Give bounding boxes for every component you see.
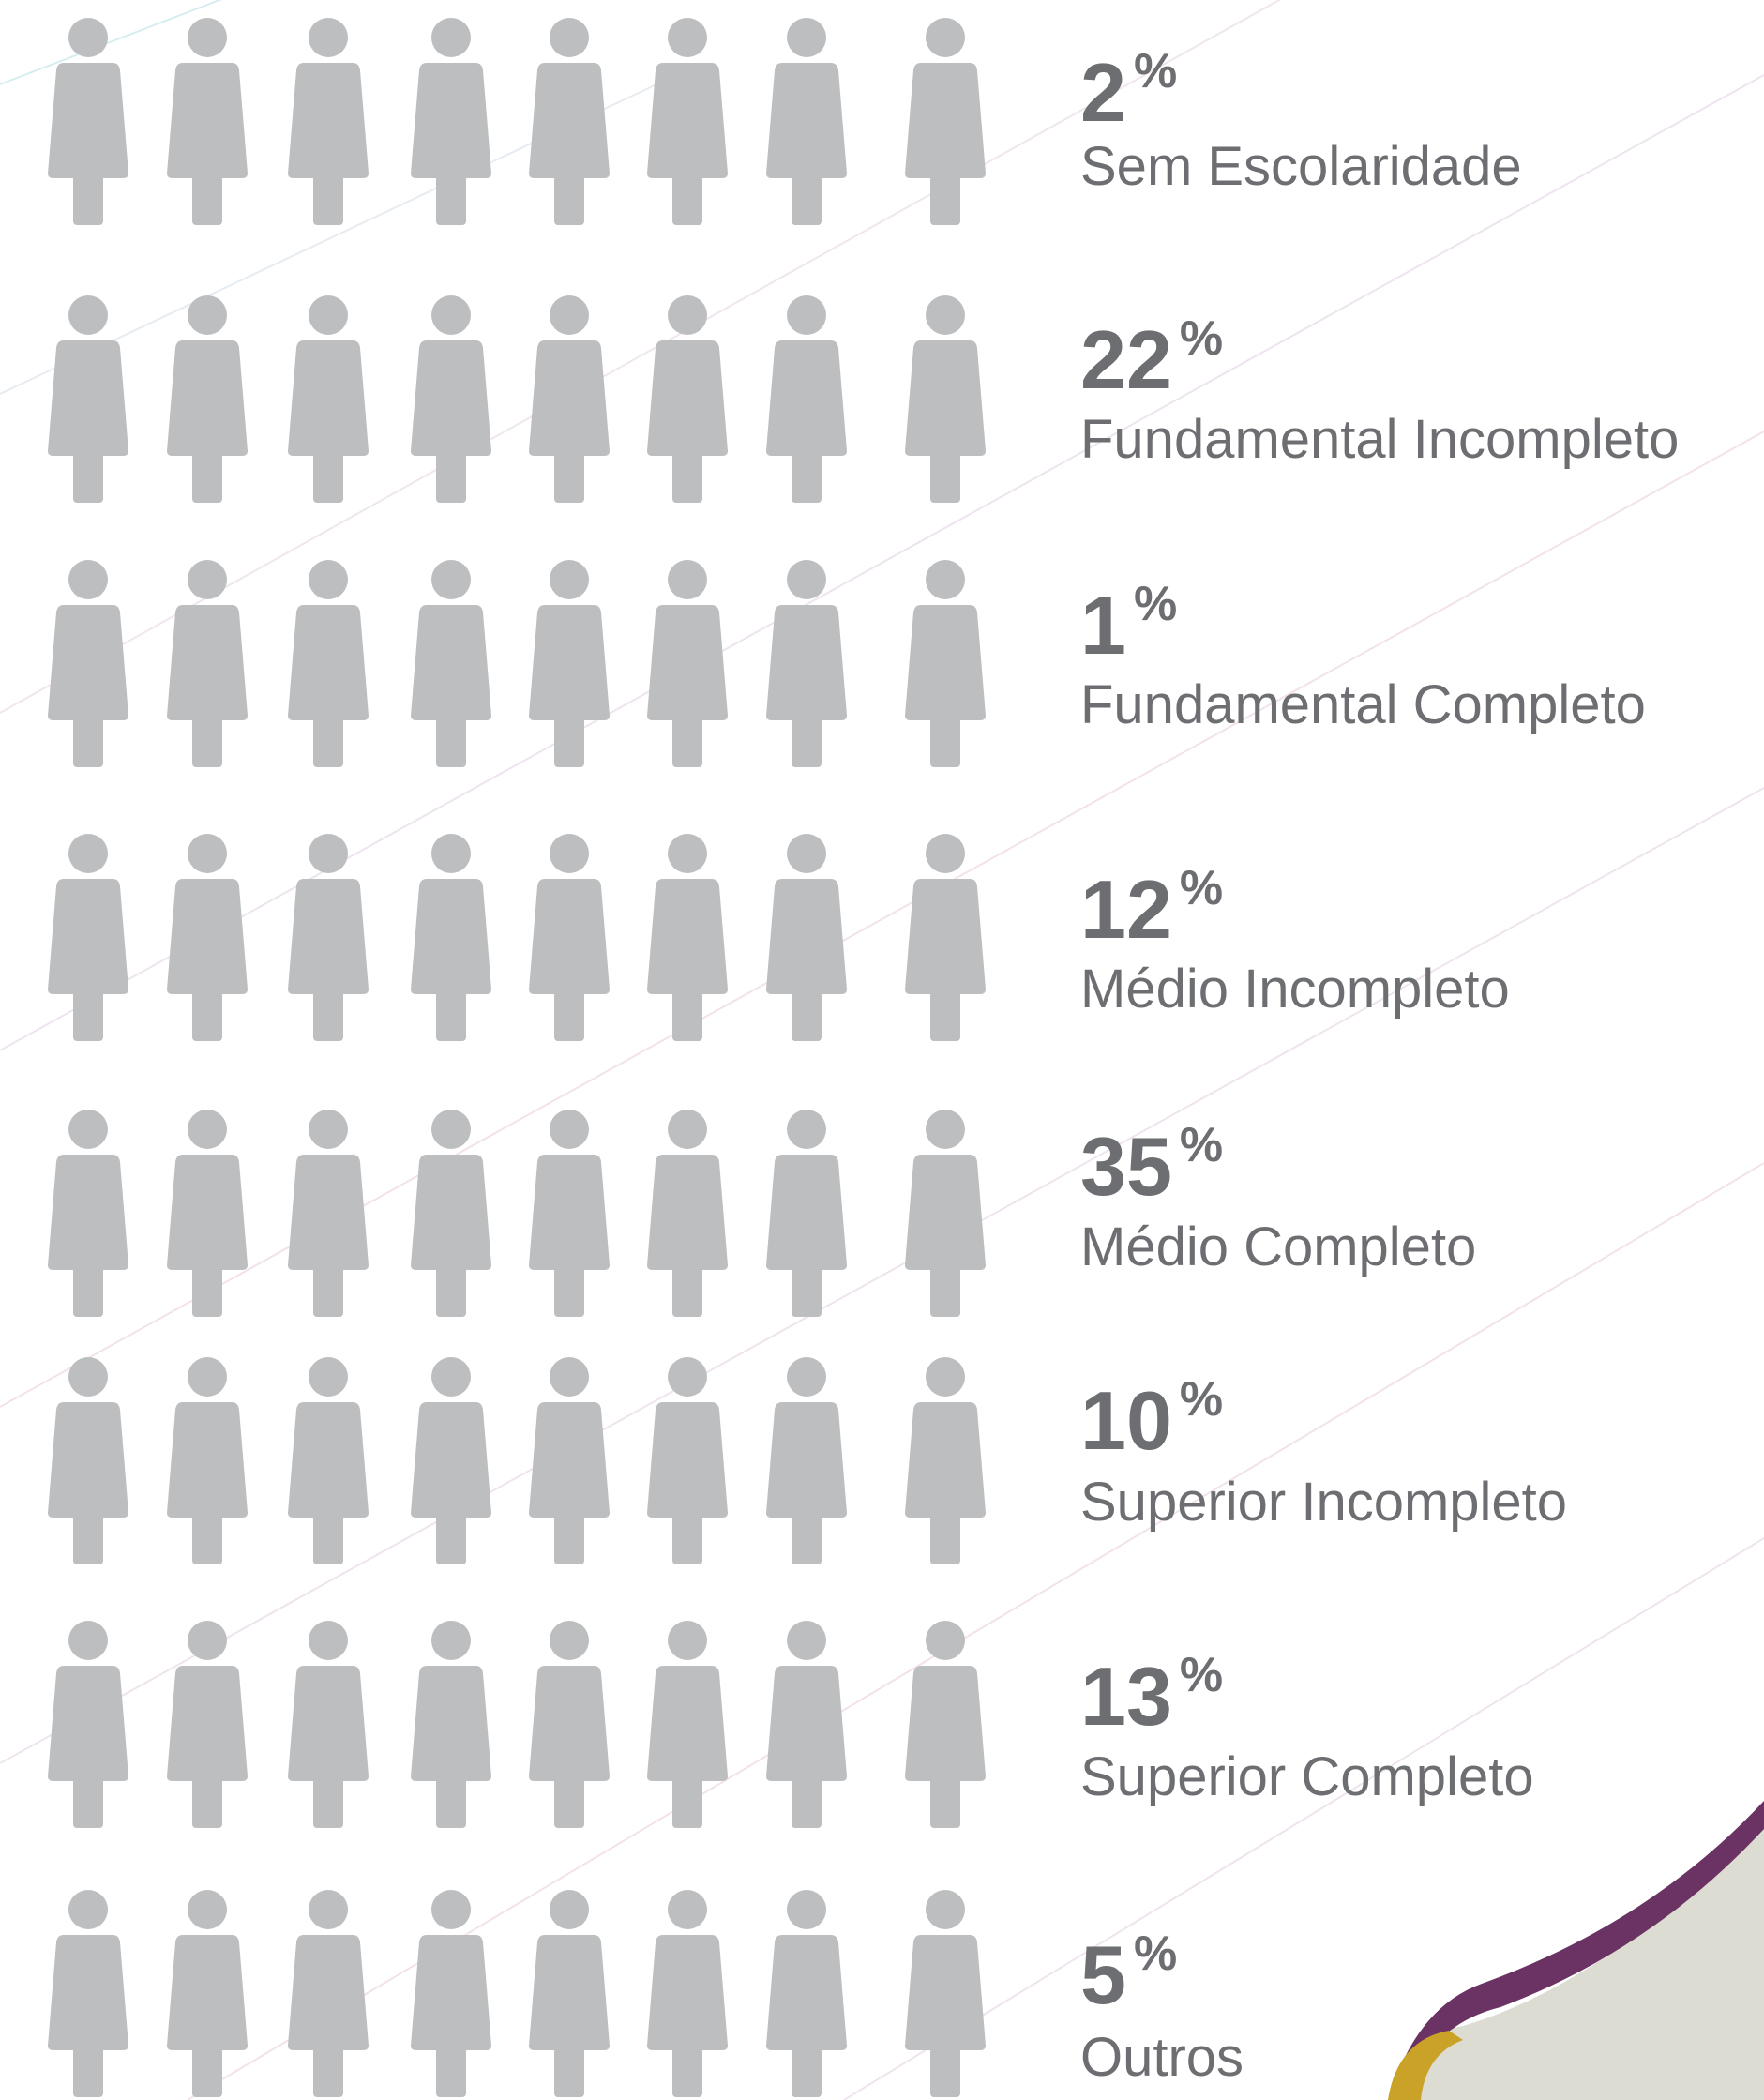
person-icon-empty (48, 1890, 128, 2097)
person-icon-empty (905, 560, 986, 767)
person-icon-empty (647, 1357, 728, 1564)
value-label: 12 (1080, 863, 1172, 956)
value-label: 1 (1080, 579, 1126, 672)
person-icon-empty (766, 834, 847, 1041)
unit-label: % (1134, 577, 1177, 631)
person-icon-empty (288, 18, 369, 225)
person-icon-empty (411, 1890, 491, 2097)
person-icon-empty (647, 1110, 728, 1317)
person-icon-empty (288, 295, 369, 503)
value-label: 2 (1080, 46, 1126, 139)
pictogram: 2 % Sem Escolaridade 22 % Fundamental Incompl… (48, 18, 1679, 2097)
person-icon-empty (905, 1890, 986, 2097)
person-icon-empty (647, 18, 728, 225)
unit-label: % (1180, 1118, 1223, 1172)
person-icon-empty (647, 1621, 728, 1828)
person-icon-empty (48, 1621, 128, 1828)
person-icon-empty (905, 295, 986, 503)
unit-label: % (1180, 1648, 1223, 1702)
person-icon-empty (167, 834, 248, 1041)
value-label: 35 (1080, 1120, 1172, 1213)
category-label: Médio Completo (1080, 1216, 1476, 1277)
person-icon-empty (48, 1110, 128, 1317)
person-icon-empty (766, 560, 847, 767)
person-icon-empty (167, 18, 248, 225)
unit-label: % (1134, 44, 1177, 98)
value-label: 13 (1080, 1650, 1172, 1743)
person-icon-empty (529, 1110, 610, 1317)
person-icon-empty (766, 1357, 847, 1564)
person-icon-empty (167, 295, 248, 503)
person-icon-empty (766, 18, 847, 225)
person-icon-empty (905, 834, 986, 1041)
unit-label: % (1180, 861, 1223, 915)
person-icon-empty (48, 560, 128, 767)
person-icon-empty (529, 560, 610, 767)
unit-label: % (1134, 1926, 1177, 1981)
person-icon-empty (411, 1357, 491, 1564)
person-icon-empty (529, 1621, 610, 1828)
category-label: Superior Completo (1080, 1746, 1534, 1807)
category-label: Sem Escolaridade (1080, 136, 1522, 197)
unit-label: % (1180, 311, 1223, 366)
person-icon-empty (411, 295, 491, 503)
person-icon-empty (288, 560, 369, 767)
person-icon-empty (411, 1110, 491, 1317)
person-icon-empty (905, 1357, 986, 1564)
person-icon-empty (529, 18, 610, 225)
person-icon-empty (167, 1110, 248, 1317)
value-label: 5 (1080, 1928, 1126, 2021)
value-label: 10 (1080, 1374, 1172, 1467)
person-icon-empty (48, 295, 128, 503)
person-icon-empty (411, 560, 491, 767)
person-icon-empty (647, 1890, 728, 2097)
book-decoration (1388, 1801, 1764, 2100)
category-label: Médio Incompleto (1080, 959, 1510, 1020)
person-icon-empty (529, 295, 610, 503)
person-icon-empty (167, 1357, 248, 1564)
person-icon-empty (48, 1357, 128, 1564)
person-icon-empty (529, 1357, 610, 1564)
category-label: Fundamental Incompleto (1080, 409, 1679, 470)
person-icon-empty (411, 1621, 491, 1828)
category-label: Superior Incompleto (1080, 1472, 1567, 1533)
person-icon-empty (167, 560, 248, 767)
person-icon-empty (529, 834, 610, 1041)
person-icon-empty (766, 295, 847, 503)
person-icon-empty (647, 834, 728, 1041)
person-icon-empty (905, 18, 986, 225)
person-icon-empty (288, 1890, 369, 2097)
value-label: 22 (1080, 313, 1172, 406)
person-icon-empty (766, 1110, 847, 1317)
person-icon-empty (288, 1357, 369, 1564)
category-label: Fundamental Completo (1080, 674, 1646, 735)
person-icon-empty (905, 1621, 986, 1828)
unit-label: % (1180, 1372, 1223, 1427)
person-icon-empty (529, 1890, 610, 2097)
person-icon-empty (766, 1890, 847, 2097)
person-icon-empty (288, 1110, 369, 1317)
person-icon-empty (48, 18, 128, 225)
person-icon-empty (167, 1621, 248, 1828)
person-icon-empty (905, 1110, 986, 1317)
person-icon-empty (167, 1890, 248, 2097)
person-icon-empty (288, 1621, 369, 1828)
person-icon-empty (48, 834, 128, 1041)
person-icon-empty (647, 560, 728, 767)
person-icon-empty (766, 1621, 847, 1828)
person-icon-empty (411, 834, 491, 1041)
person-icon-empty (647, 295, 728, 503)
person-icon-empty (288, 834, 369, 1041)
category-label: Outros (1080, 2027, 1244, 2088)
